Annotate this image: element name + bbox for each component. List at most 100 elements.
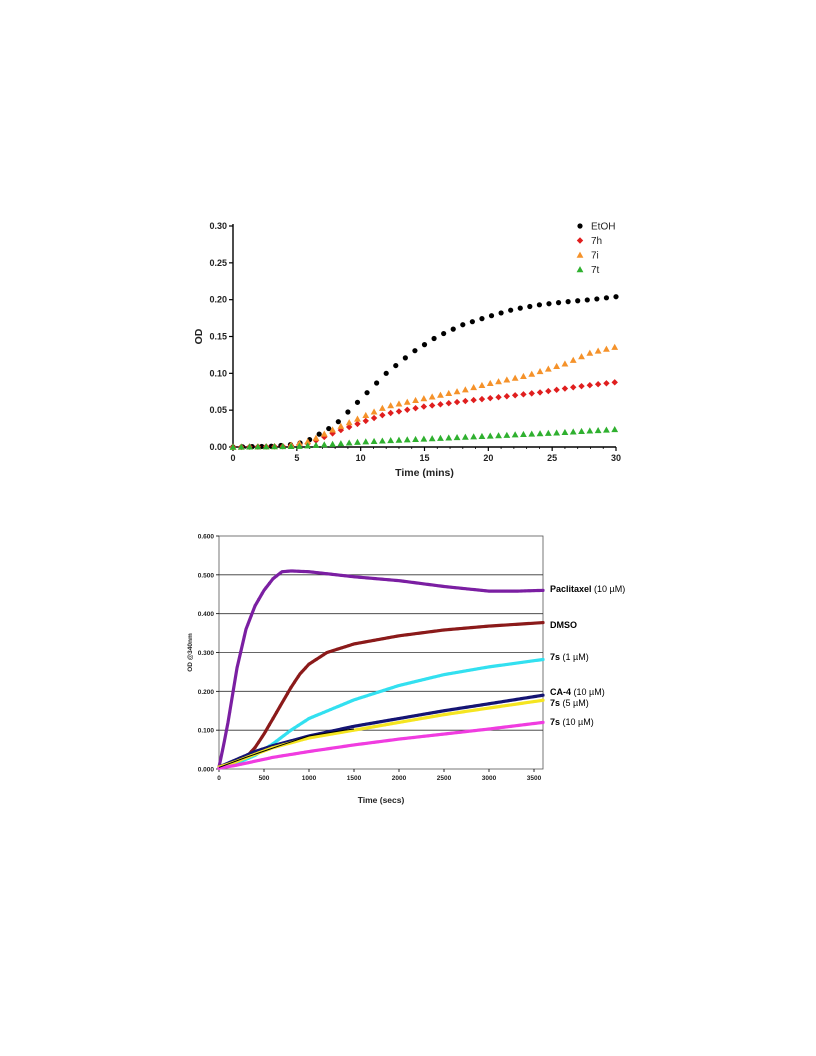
series-point — [498, 705, 502, 708]
series-point — [512, 662, 516, 665]
series-point — [318, 748, 322, 752]
series-point — [437, 584, 440, 588]
series-point — [462, 626, 466, 630]
series-point — [379, 689, 383, 693]
series-point — [354, 642, 358, 645]
series-point — [271, 742, 275, 746]
series-point — [386, 722, 390, 726]
series-point — [289, 728, 293, 732]
data-point-7t — [553, 429, 561, 436]
series-label-suffix: (10 µM) — [592, 584, 626, 594]
series-point — [538, 589, 541, 592]
series-point — [347, 729, 350, 733]
data-point-7t — [287, 442, 295, 450]
data-point-7h — [395, 408, 403, 415]
series-point — [325, 572, 329, 576]
series-point — [422, 582, 426, 586]
series-point — [444, 713, 448, 716]
data-point-EtOH — [259, 443, 265, 450]
series-point — [307, 717, 311, 720]
series-label-name: 7s — [550, 652, 560, 662]
series-point — [466, 705, 469, 709]
series-point — [440, 709, 444, 713]
series-point — [433, 733, 437, 737]
series-point — [228, 710, 232, 713]
series-point — [264, 746, 268, 750]
series-point — [534, 589, 538, 592]
series-point — [368, 722, 372, 725]
series-point — [379, 724, 383, 727]
series-point — [397, 737, 401, 741]
series-point — [466, 709, 469, 713]
data-point-7i — [511, 374, 519, 381]
data-point-7t — [279, 443, 287, 450]
data-point-EtOH — [565, 299, 571, 305]
legend-marker-EtOH — [577, 223, 583, 229]
data-point-7t — [544, 429, 552, 436]
series-point — [304, 737, 307, 741]
data-point-7i — [478, 381, 486, 389]
series-point — [257, 598, 260, 601]
series-point — [275, 755, 278, 759]
series-point — [408, 633, 412, 636]
series-point — [422, 678, 426, 681]
series-point — [354, 575, 358, 579]
series-point — [347, 644, 350, 647]
series-point — [455, 627, 458, 631]
series-point — [347, 726, 350, 729]
series-point — [480, 666, 484, 670]
data-point-7h — [520, 391, 527, 398]
series-point — [253, 759, 257, 763]
series-point — [516, 724, 520, 727]
series-point — [329, 572, 332, 576]
series-point — [412, 632, 415, 636]
series-point — [278, 754, 282, 758]
series-point — [361, 641, 365, 644]
data-point-7i — [453, 388, 461, 395]
series-line — [217, 569, 545, 769]
series-point — [289, 686, 293, 689]
series-point — [440, 628, 444, 632]
series-point — [376, 740, 379, 744]
series-point — [451, 671, 455, 675]
data-point-7i — [569, 356, 577, 363]
series-point — [440, 584, 444, 588]
series-point — [505, 623, 509, 627]
series-point — [422, 712, 426, 716]
data-point-EtOH — [335, 419, 341, 425]
series-point — [430, 711, 433, 715]
series-point — [469, 705, 473, 708]
series-point — [455, 586, 458, 590]
x-tick-label: 30 — [611, 453, 621, 463]
series-point — [527, 660, 530, 663]
data-point-7h — [495, 394, 502, 401]
series-point — [322, 572, 325, 575]
series-point — [390, 738, 394, 742]
series-point — [282, 698, 286, 702]
series-point — [494, 624, 498, 627]
y-tick-label: 0.000 — [198, 767, 215, 774]
series-point — [325, 733, 329, 737]
data-point-7t — [403, 436, 411, 443]
data-point-EtOH — [345, 409, 351, 415]
series-point — [365, 694, 368, 698]
data-point-7i — [578, 353, 585, 360]
series-point — [516, 589, 520, 593]
data-point-7h — [594, 381, 602, 388]
series-point — [242, 754, 246, 758]
series-point — [343, 645, 347, 649]
series-point — [480, 707, 484, 711]
series-point — [430, 734, 433, 737]
series-point — [502, 725, 505, 729]
series-point — [473, 588, 476, 591]
series-point — [347, 700, 350, 704]
data-point-7i — [304, 438, 312, 445]
series-point — [246, 761, 250, 765]
series-CA-4-3 — [217, 693, 545, 769]
legend-marker-7i — [576, 251, 584, 258]
series-point — [412, 680, 415, 684]
series-point — [408, 736, 412, 740]
series-label-name: 7s — [550, 698, 560, 708]
data-point-7t — [586, 427, 594, 434]
series-point — [293, 680, 296, 684]
